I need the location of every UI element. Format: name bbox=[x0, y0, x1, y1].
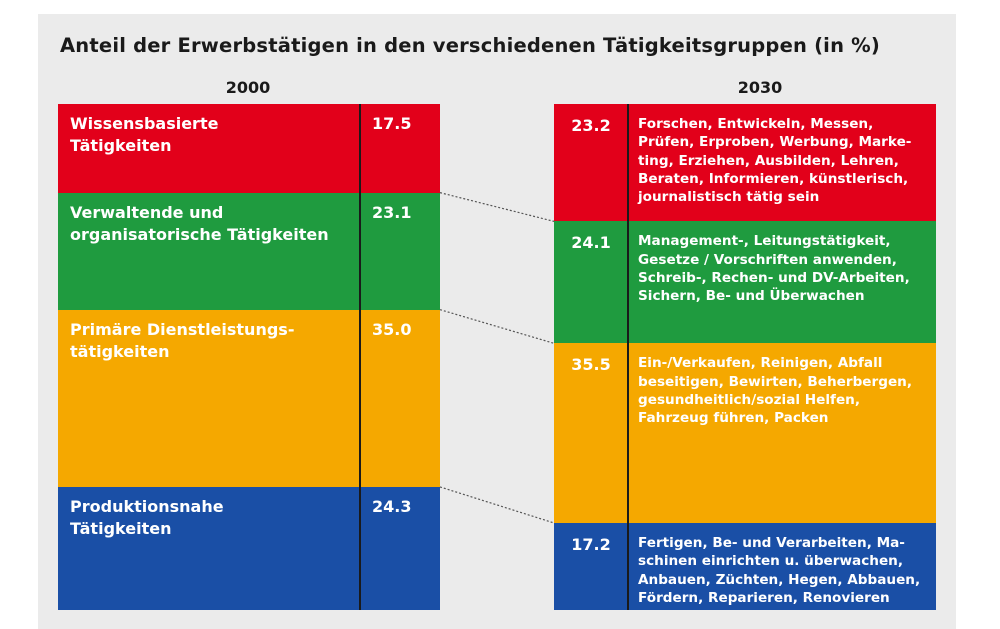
segment-name: Primäre Dienstleistungs-tätigkeiten bbox=[70, 319, 295, 361]
segment-value: 24.1 bbox=[571, 233, 611, 253]
segment-value: 35.5 bbox=[571, 355, 611, 375]
segment-2000-wissensbasiert: Wissensbasierte Tätigkeiten 17.5 bbox=[58, 104, 440, 194]
year-label-2000: 2000 bbox=[225, 78, 271, 97]
connector-line bbox=[439, 309, 555, 344]
segment-description: Management-, Leitungstätigkeit, Gesetze /… bbox=[638, 233, 910, 305]
year-label-2030: 2030 bbox=[737, 78, 783, 97]
connector-line bbox=[439, 192, 555, 222]
segment-value: 23.2 bbox=[571, 116, 611, 135]
connector-line bbox=[439, 486, 555, 524]
segment-2000-verwaltend: Verwaltende und organisatorische Tätigkei… bbox=[58, 192, 440, 311]
segment-2030-produktionsnah: Fertigen, Be- und Verarbeiten, Ma-schine… bbox=[554, 522, 936, 611]
segment-name: Verwaltende und organisatorische Tätigkei… bbox=[70, 202, 329, 244]
segment-2030-verwaltend: Management-, Leitungstätigkeit, Gesetze /… bbox=[554, 221, 936, 344]
segment-description: Ein-/Verkaufen, Reinigen, Abfall beseitig… bbox=[638, 355, 913, 427]
segment-name: Wissensbasierte Tätigkeiten bbox=[70, 114, 219, 155]
chart-figure: Anteil der Erwerbstätigen in den verschi… bbox=[38, 14, 956, 629]
segment-value: 17.5 bbox=[372, 114, 412, 133]
segment-description: Fertigen, Be- und Verarbeiten, Ma-schine… bbox=[638, 534, 921, 606]
segment-name: Produktionsnahe Tätigkeiten bbox=[70, 496, 224, 538]
segment-value: 23.1 bbox=[372, 202, 412, 222]
column-divider-2030 bbox=[627, 104, 629, 610]
segment-value: 24.3 bbox=[372, 496, 412, 516]
segment-value: 35.0 bbox=[372, 319, 412, 339]
segment-2030-wissensbasiert: Forschen, Entwickeln, Messen, Prüfen, Erp… bbox=[554, 104, 936, 222]
connector-lines bbox=[439, 192, 555, 524]
chart-title: Anteil der Erwerbstätigen in den verschi… bbox=[60, 34, 880, 57]
segment-2000-produktionsnah: Produktionsnahe Tätigkeiten 24.3 bbox=[58, 486, 440, 611]
segment-2000-primaer-dienstleistung: Primäre Dienstleistungs-tätigkeiten 35.0 bbox=[58, 309, 440, 488]
segment-2030-primaer-dienstleistung: Ein-/Verkaufen, Reinigen, Abfall beseitig… bbox=[554, 343, 936, 524]
column-divider-2000 bbox=[359, 104, 361, 610]
segment-description: Forschen, Entwickeln, Messen, Prüfen, Erp… bbox=[638, 116, 912, 206]
segment-value: 17.2 bbox=[571, 534, 611, 554]
